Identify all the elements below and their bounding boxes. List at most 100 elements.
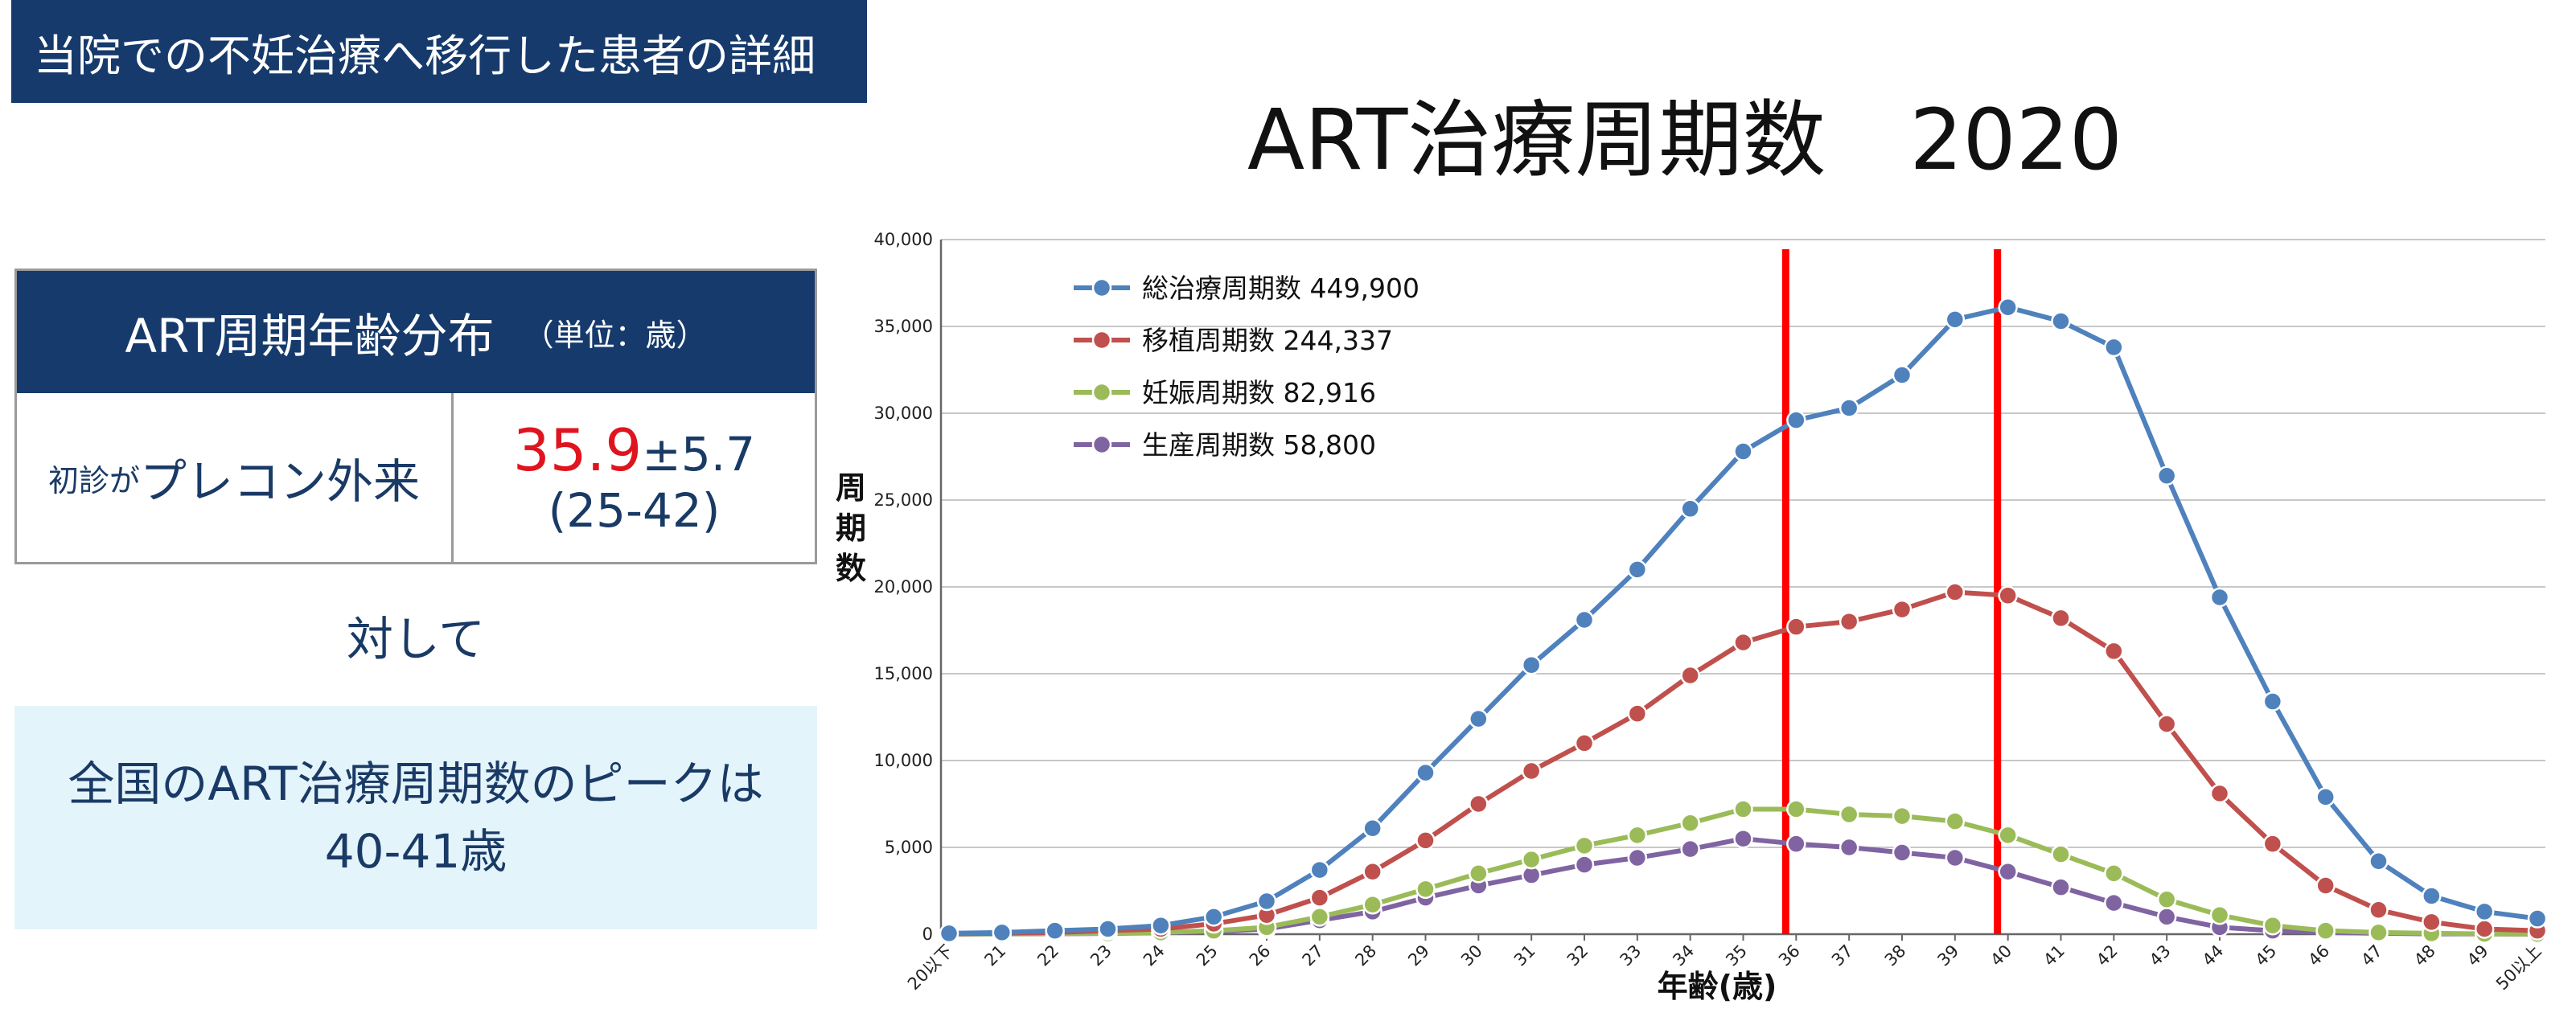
data-point [1415,762,1436,783]
x-tick-label: 38 [1881,941,1910,970]
data-point [2156,889,2177,910]
data-point [1733,828,1753,849]
data-point [1045,921,1065,941]
legend-item: 妊娠周期数 82,916 [1074,377,1376,408]
x-tick-label: 50以上 [2492,941,2545,994]
x-tick-label: 45 [2251,941,2280,970]
x-tick-label: 35 [1722,941,1751,970]
data-point [1574,855,1595,875]
data-point [1415,830,1436,851]
x-tick-label: 21 [980,941,1009,970]
x-tick-label: 31 [1510,941,1539,970]
x-tick-label: 27 [1298,941,1327,970]
data-point [1892,843,1912,863]
x-tick-label: 44 [2199,941,2228,970]
data-point [992,922,1013,943]
data-point [1733,441,1753,461]
data-point [1362,895,1382,915]
x-tick-label: 47 [2357,941,2386,970]
age-distribution-table: ART周期年齢分布 （単位：歳） 初診が プレコン外来 35.9±5.7 (25-… [14,269,817,564]
data-point [2156,714,2177,734]
peak-line-1: 全国のART治療周期数のピークは [68,756,764,811]
legend: 総治療周期数 449,900 移植周期数 244,337 妊娠周期数 82,916 生… [1074,273,1419,461]
x-tick-label: 37 [1828,941,1857,970]
data-point [1945,582,1966,602]
data-point [1521,849,1542,870]
data-point [1521,761,1542,781]
legend-item: 移植周期数 244,337 [1074,325,1393,356]
peak-info-box: 全国のART治療周期数のピークは 40-41歳 [14,706,817,929]
page-header: 当院での不妊治療へ移行した患者の詳細 [11,0,867,103]
data-point [2209,587,2230,608]
y-tick-label: 25,000 [874,490,933,510]
data-point [1786,617,1806,637]
y-tick-label: 40,000 [874,230,933,249]
y-tick-label: 20,000 [874,577,933,597]
data-point [1574,835,1595,856]
y-tick-label: 0 [922,925,933,944]
x-tick-label: 25 [1193,941,1222,970]
legend-swatch-marker [1091,434,1112,455]
data-point [939,923,959,944]
data-point [2051,608,2071,629]
legend-label: 妊娠周期数 82,916 [1142,377,1376,408]
data-point [1574,733,1595,753]
legend-label: 移植周期数 244,337 [1142,325,1393,356]
chart-title: ART治療周期数 2020 [1247,91,2122,189]
data-point [2474,901,2495,922]
data-point [1098,919,1118,939]
peak-line-2: 40-41歳 [324,824,507,879]
data-point [1521,654,1542,675]
data-point [1627,847,1648,868]
data-point [1574,609,1595,630]
data-point [1839,837,1859,858]
legend-item: 総治療周期数 449,900 [1074,273,1419,304]
data-point [1680,665,1700,686]
table-row-label: 初診が プレコン外来 [17,393,454,562]
data-point [2051,844,2071,864]
data-point [1998,297,2018,318]
data-point [2262,834,2283,854]
x-tick-label: 43 [2146,941,2175,970]
x-tick-label: 28 [1351,941,1380,970]
data-point [1362,818,1382,839]
x-tick-label: 40 [1986,941,2015,970]
data-point [1627,825,1648,846]
legend-swatch-marker [1091,277,1112,298]
data-point [1945,310,1966,330]
data-point [1627,703,1648,724]
data-point [1945,847,1966,868]
x-tick-label: 23 [1087,941,1115,970]
data-point [1469,863,1489,884]
x-tick-label: 46 [2304,941,2333,970]
data-point [2369,922,2389,943]
data-point [2104,863,2124,884]
x-tick-label: 49 [2463,941,2492,970]
x-tick-label: 41 [2040,941,2069,970]
data-point [1998,861,2018,882]
y-tick-label: 35,000 [874,317,933,336]
legend-item: 生産周期数 58,800 [1074,429,1376,461]
x-axis-label: 年齢(歳) [1658,969,1777,1004]
data-point [2262,915,2283,936]
data-point [2369,851,2389,871]
mean-age-value: 35.9 [512,416,643,485]
table-header: ART周期年齢分布 （単位：歳） [17,271,815,393]
data-point [2315,787,2336,807]
x-tick-label: 24 [1140,941,1169,970]
data-point [2369,900,2389,921]
data-point [2051,311,2071,331]
data-point [1309,907,1330,927]
data-point [1998,825,2018,846]
data-point [2474,919,2495,939]
legend-swatch-marker [1091,330,1112,351]
data-point [1469,794,1489,814]
data-point [1786,410,1806,430]
age-range: (25-42) [548,483,721,539]
data-point [2315,921,2336,941]
y-axis-ticks: 0 5,000 10,000 15,000 20,000 25,000 30,000 35,0… [874,230,933,944]
data-point [1839,611,1859,632]
table-header-title: ART周期年齢分布 [125,309,495,363]
data-point [2104,892,2124,913]
data-point [1151,915,1171,936]
